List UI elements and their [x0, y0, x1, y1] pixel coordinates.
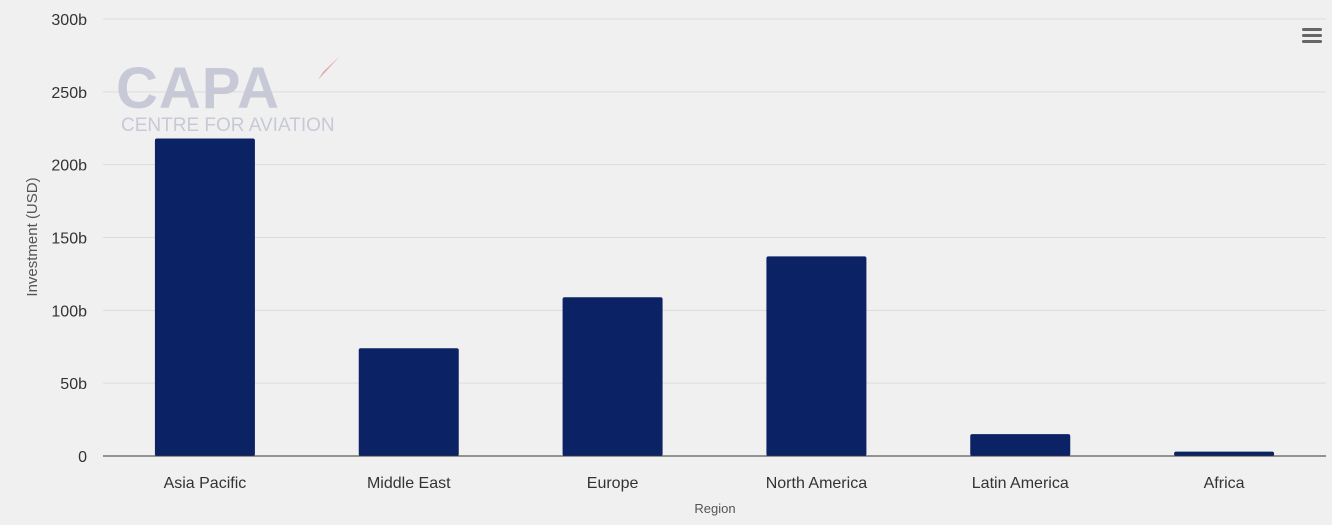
y-tick-label: 50b	[60, 376, 87, 393]
x-tick-label: Asia Pacific	[164, 475, 247, 492]
bars	[154, 138, 1275, 457]
x-tick-label: Latin America	[972, 475, 1069, 492]
watermark-sub-text: CENTRE FOR AVIATION	[121, 115, 335, 136]
x-tick-label: Europe	[587, 475, 639, 492]
x-tick-label: Middle East	[367, 475, 451, 492]
x-axis-title: Region	[694, 501, 735, 516]
x-tick-label: North America	[766, 475, 867, 492]
y-axis-title: Investment (USD)	[24, 177, 41, 296]
bar-latin-america[interactable]	[970, 434, 1071, 456]
y-tick-label: 0	[78, 449, 87, 466]
y-tick-label: 200b	[51, 158, 87, 175]
y-tick-label: 150b	[51, 231, 87, 248]
y-tick-label: 100b	[51, 303, 87, 320]
y-tick-label: 300b	[51, 12, 87, 29]
bar-middle-east[interactable]	[358, 348, 459, 456]
chart-menu-button[interactable]	[1298, 24, 1326, 46]
hamburger-menu-icon	[1302, 28, 1322, 43]
y-axis-ticks: 0 50b 100b 150b 200b 250b 300b	[51, 12, 87, 466]
watermark-plane-mark	[318, 56, 340, 80]
y-tick-label: 250b	[51, 85, 87, 102]
watermark-main-text: CAPA	[116, 56, 280, 121]
x-tick-label: Africa	[1204, 475, 1245, 492]
bar-europe[interactable]	[562, 297, 663, 456]
gridlines	[103, 18, 1326, 384]
bar-north-america[interactable]	[766, 256, 867, 456]
capa-watermark-logo: CAPA CENTRE FOR AVIATION	[116, 56, 340, 136]
x-axis-ticks: Asia Pacific Middle East Europe North Ameri…	[164, 475, 1245, 492]
bar-africa[interactable]	[1174, 451, 1275, 456]
bar-asia-pacific[interactable]	[154, 138, 255, 457]
